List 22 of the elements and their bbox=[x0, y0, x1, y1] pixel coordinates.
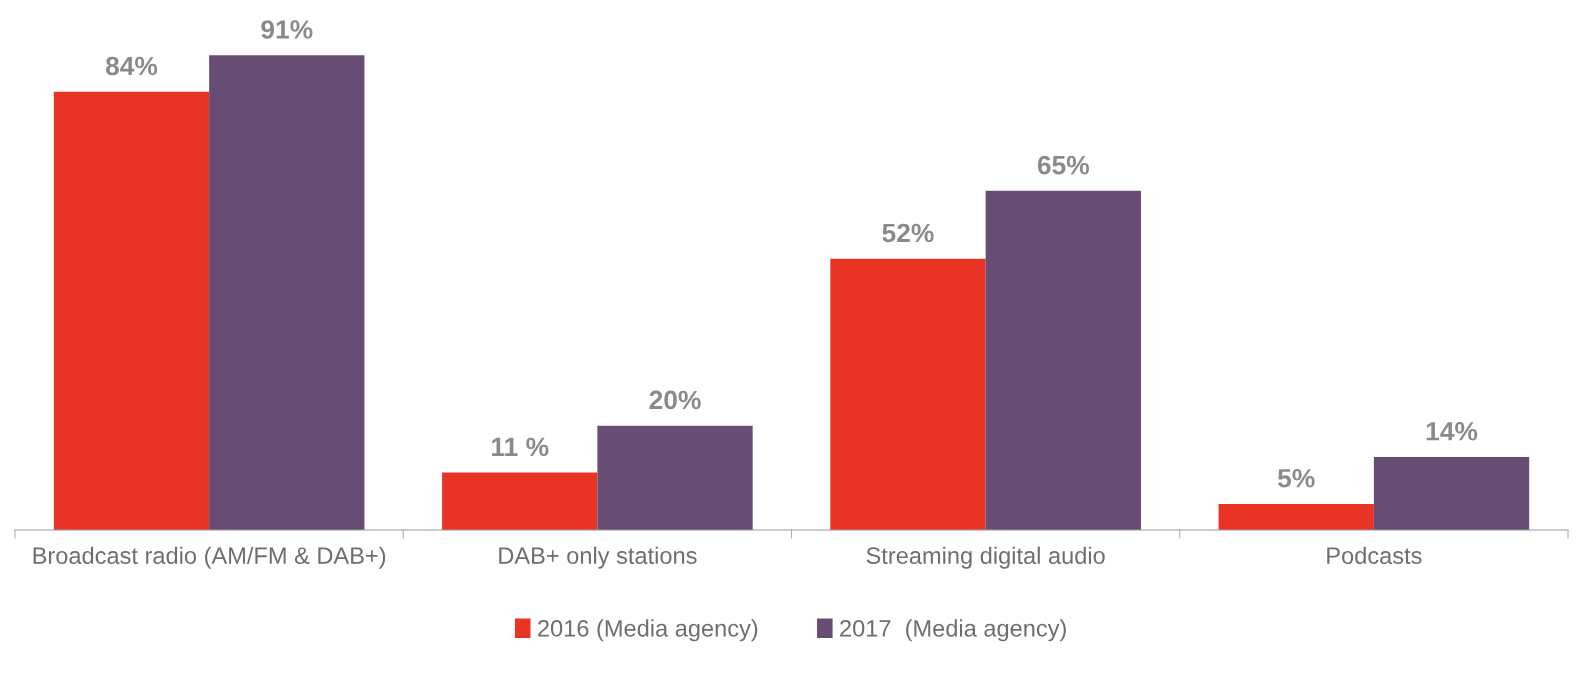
data-label: 52% bbox=[882, 223, 934, 243]
bar bbox=[1373, 456, 1530, 530]
x-tick-label: Podcasts bbox=[1327, 546, 1422, 565]
data-label: 5% bbox=[1277, 468, 1315, 488]
data-label: 84% bbox=[105, 56, 158, 76]
legend-label: 2017 (Media agency) bbox=[840, 619, 1066, 642]
legend-label: 2016 (Media agency) bbox=[538, 619, 758, 642]
data-label: 20% bbox=[649, 390, 701, 410]
bar bbox=[209, 55, 365, 530]
bar bbox=[830, 258, 986, 530]
data-label: 14% bbox=[1426, 422, 1478, 441]
data-label: 11 % bbox=[492, 437, 549, 457]
bar bbox=[53, 91, 210, 530]
x-tick-label: Streaming digital audio bbox=[866, 546, 1105, 569]
data-label: 65% bbox=[1037, 155, 1089, 175]
bar bbox=[1218, 503, 1374, 530]
bar bbox=[442, 472, 598, 530]
x-tick-label: Broadcast radio (AM/FM & DAB+) bbox=[33, 546, 386, 569]
bar bbox=[985, 190, 1141, 530]
bar bbox=[597, 425, 753, 530]
x-tick-label: DAB+ only stations bbox=[499, 546, 697, 569]
data-label: 91% bbox=[261, 20, 313, 39]
